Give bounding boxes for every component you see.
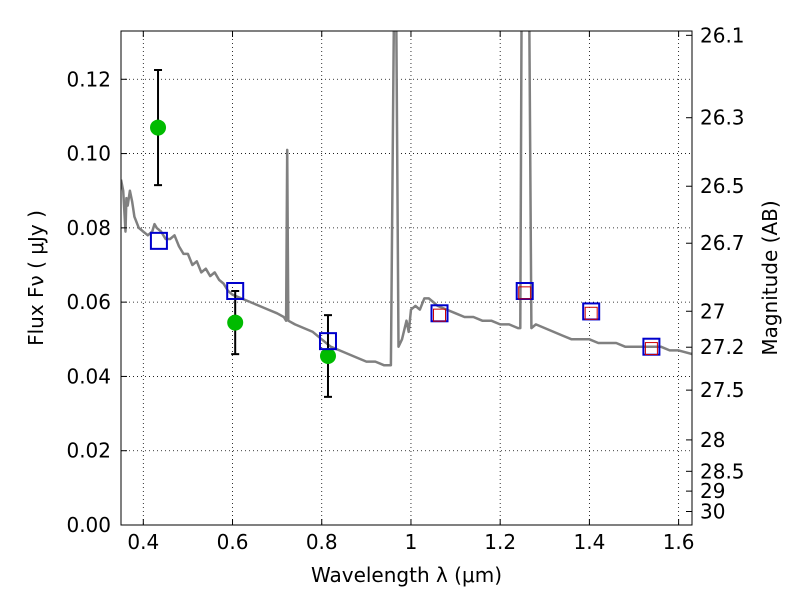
y-tick-label: 0.12 [66,67,111,91]
y-tick-label: 0.08 [66,216,111,240]
x-axis-ticks: 0.4 0.6 0.8 1 1.2 1.4 1.6 [127,31,695,554]
x-tick-label: 1.4 [573,530,605,554]
y2-tick-label: 26.5 [700,174,745,198]
y-axis-label: Flux Fν ( μJy ) [24,210,48,346]
y-tick-label: 0.02 [66,439,111,463]
model-squares [149,231,661,356]
model-square [318,332,337,351]
grid-lines [121,31,692,526]
model-square [149,231,168,250]
x-tick-label: 1.6 [663,530,695,554]
y2-tick-label: 26.3 [700,106,745,130]
x-tick-label: 1 [405,530,418,554]
y-tick-label: 0.04 [66,364,111,388]
x-tick-label: 0.8 [306,530,338,554]
y2-tick-label: 28.5 [700,459,745,483]
y2-tick-label: 27.5 [700,378,745,402]
y2-tick-label: 26.1 [700,23,745,47]
observed-points [150,69,336,398]
y-tick-label: 0.00 [66,513,111,537]
y2-tick-label: 28 [700,428,725,452]
x-tick-label: 0.6 [217,530,249,554]
inner-square [584,306,598,320]
spectrum-polyline [121,31,692,367]
model-square [226,282,245,300]
y2-tick-label: 26.7 [700,231,745,255]
y2-tick-label: 27 [700,299,725,323]
inner-squares [433,286,658,356]
observed-point [227,314,244,331]
x-tick-label: 1.2 [484,530,516,554]
y2-axis-label: Magnitude (AB) [758,200,782,355]
inner-square [433,308,447,322]
inner-square [518,286,532,300]
y-axis-ticks: 0.00 0.02 0.04 0.06 0.08 0.10 0.12 [66,67,127,537]
observed-point [150,119,167,136]
inner-square [644,342,658,356]
y-tick-label: 0.10 [66,142,111,166]
x-axis-label: Wavelength λ (μm) [311,563,502,587]
y-tick-label: 0.06 [66,290,111,314]
x-tick-label: 0.4 [127,530,159,554]
y2-tick-label: 27.2 [700,335,745,359]
plot-frame [120,30,693,526]
observed-point [319,348,336,364]
y2-tick-label: 30 [700,500,725,524]
y2-tick-label: 29 [700,479,725,503]
spectrum-line [121,31,692,367]
